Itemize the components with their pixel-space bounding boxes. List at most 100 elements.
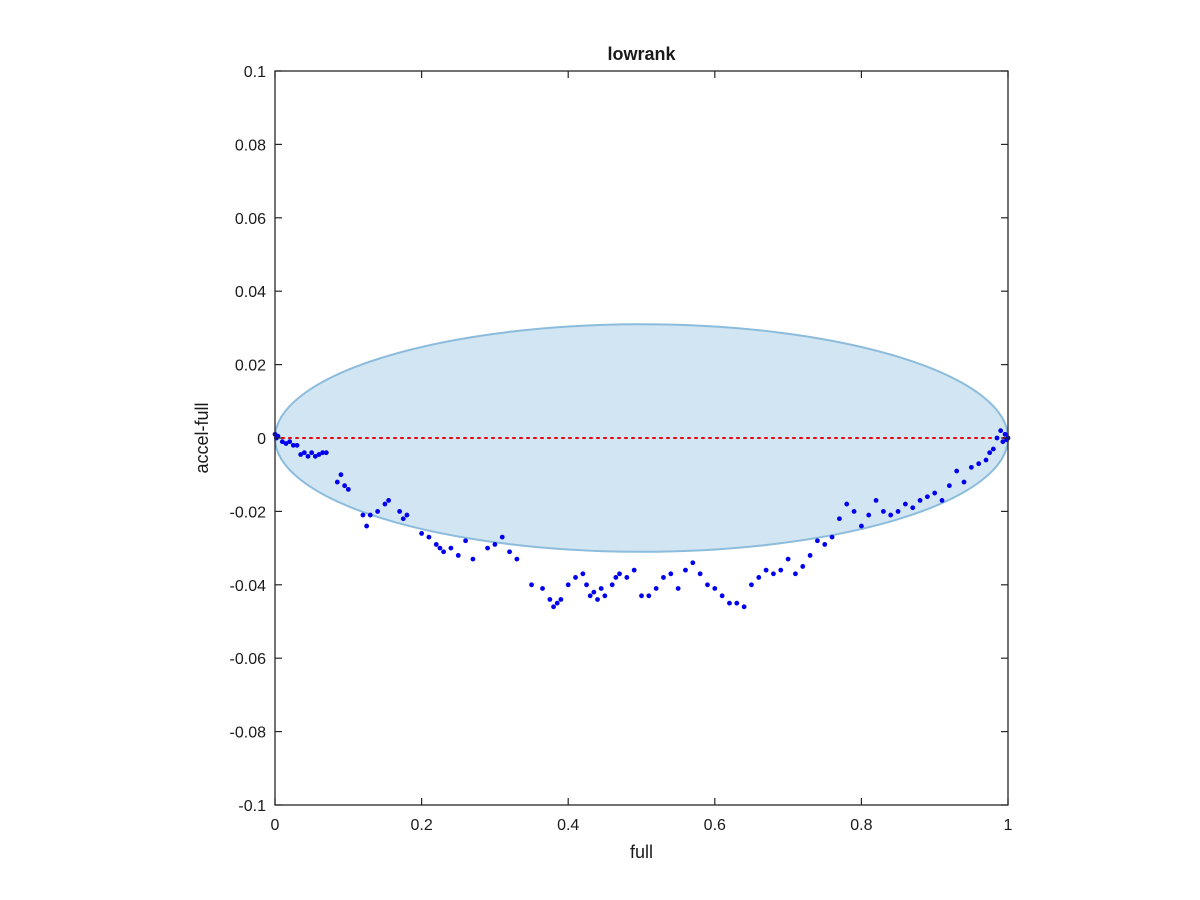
data-point xyxy=(554,600,560,606)
axis-ticks: 0 0.2 0.4 0.6 0.8 1 -0.1 -0.08 -0.06 -0.04 -0.02 0 0… xyxy=(230,64,1013,834)
data-point xyxy=(888,512,894,518)
data-point xyxy=(968,464,974,470)
data-point xyxy=(437,545,443,551)
data-point xyxy=(873,497,879,503)
data-point xyxy=(749,582,754,588)
data-point xyxy=(624,575,630,580)
data-point xyxy=(932,490,938,496)
x-axis-label: full xyxy=(630,842,653,862)
data-point xyxy=(946,483,952,489)
data-point xyxy=(320,450,326,456)
data-point xyxy=(323,450,329,456)
data-point xyxy=(312,453,318,459)
data-point xyxy=(338,472,344,478)
data-point xyxy=(859,523,864,529)
data-point xyxy=(290,442,296,448)
data-point xyxy=(547,597,553,602)
data-point xyxy=(800,564,806,569)
data-point xyxy=(939,497,945,503)
y-tick-label: 0.02 xyxy=(235,358,266,375)
data-point xyxy=(866,512,872,518)
data-point xyxy=(741,604,747,610)
y-tick-label: -0.1 xyxy=(238,798,266,815)
data-point xyxy=(305,453,311,459)
data-point xyxy=(961,479,967,485)
data-point xyxy=(653,586,659,591)
data-point xyxy=(727,600,732,606)
y-tick-label: 0.06 xyxy=(235,211,266,228)
data-point xyxy=(404,512,410,518)
data-point xyxy=(375,509,381,514)
data-point xyxy=(719,593,725,599)
data-point xyxy=(386,497,392,503)
data-point xyxy=(990,446,996,452)
data-point xyxy=(316,452,322,457)
y-tick-label: -0.04 xyxy=(230,578,267,595)
data-point xyxy=(910,505,916,511)
data-point xyxy=(529,582,534,588)
y-tick-label: -0.02 xyxy=(230,504,267,521)
data-point xyxy=(778,567,784,573)
data-point xyxy=(609,582,615,588)
data-point xyxy=(551,604,556,610)
data-point xyxy=(573,575,578,580)
data-point xyxy=(631,567,637,573)
data-point xyxy=(426,534,432,540)
data-point xyxy=(499,534,505,540)
data-point xyxy=(591,589,597,595)
x-tick-label: 0.2 xyxy=(410,817,432,834)
data-point xyxy=(584,582,589,588)
x-tick-label: 0.4 xyxy=(557,817,579,834)
data-point xyxy=(793,571,798,577)
data-point xyxy=(433,542,439,547)
data-point xyxy=(785,556,791,562)
y-tick-label: -0.06 xyxy=(230,651,267,668)
data-point xyxy=(661,575,666,580)
data-point xyxy=(463,538,468,544)
data-point xyxy=(298,452,304,457)
data-point xyxy=(309,450,315,456)
data-point xyxy=(976,461,982,467)
data-point xyxy=(646,593,652,599)
data-point xyxy=(994,435,1000,441)
data-point xyxy=(540,586,545,591)
data-point xyxy=(598,586,604,591)
data-point xyxy=(485,545,490,551)
data-point xyxy=(558,597,564,602)
data-point xyxy=(639,593,644,599)
data-point xyxy=(419,531,424,536)
data-point xyxy=(565,582,571,588)
data-point xyxy=(382,501,388,507)
x-tick-label: 0.8 xyxy=(850,817,872,834)
y-tick-label: 0.08 xyxy=(235,137,266,154)
data-point xyxy=(507,549,512,555)
data-point xyxy=(815,538,820,544)
data-point xyxy=(837,516,842,522)
data-point xyxy=(301,450,307,456)
data-point xyxy=(697,571,703,577)
data-point xyxy=(492,542,498,547)
data-point xyxy=(983,457,989,463)
data-point xyxy=(987,450,993,456)
data-point xyxy=(902,501,908,507)
y-tick-label: -0.08 xyxy=(230,725,267,742)
data-point xyxy=(448,545,454,551)
data-point xyxy=(364,523,370,529)
y-tick-label: 0 xyxy=(257,431,266,448)
y-tick-label: 0.1 xyxy=(244,64,266,81)
data-point xyxy=(668,571,674,577)
data-point xyxy=(613,575,619,580)
data-point xyxy=(734,600,740,606)
data-point xyxy=(822,542,828,547)
x-tick-label: 0 xyxy=(271,817,280,834)
data-point xyxy=(470,556,476,562)
y-tick-label: 0.04 xyxy=(235,284,266,301)
data-point xyxy=(829,534,835,540)
data-point xyxy=(360,512,366,518)
data-point xyxy=(617,571,622,577)
data-point xyxy=(763,567,769,573)
data-point xyxy=(851,509,857,514)
data-point xyxy=(283,441,289,446)
data-point xyxy=(895,509,901,514)
